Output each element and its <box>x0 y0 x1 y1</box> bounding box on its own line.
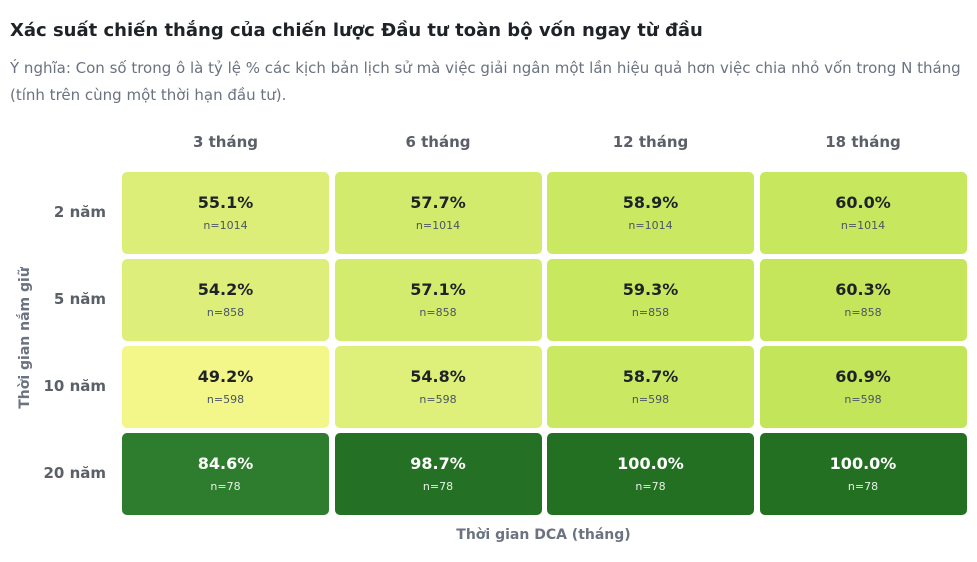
heatmap-cell: 98.7% n=78 <box>334 433 542 515</box>
cell-value: 59.3% <box>622 280 679 299</box>
cell-sample-size: n=78 <box>847 480 879 493</box>
cell-sample-size: n=598 <box>844 393 882 406</box>
x-axis-label: Thời gian DCA (tháng) <box>456 527 631 543</box>
cell-value: 60.3% <box>835 280 891 299</box>
row-header: 10 năm <box>43 377 106 395</box>
heatmap-cell: 57.7% n=1014 <box>334 172 542 254</box>
y-axis-label: Thời gian nắm giữ <box>17 267 33 409</box>
cell-value: 49.2% <box>197 367 254 386</box>
cell-sample-size: n=598 <box>631 393 670 406</box>
cell-sample-size: n=1014 <box>628 219 673 232</box>
column-header: 18 tháng <box>825 133 901 151</box>
heatmap-cell: 60.9% n=598 <box>759 346 967 428</box>
cell-value: 84.6% <box>197 454 254 473</box>
cell-sample-size: n=858 <box>844 306 882 319</box>
cell-value: 58.9% <box>622 193 679 212</box>
cell-sample-size: n=78 <box>210 480 241 493</box>
cell-value: 58.7% <box>622 367 679 386</box>
cell-value: 100.0% <box>829 454 897 473</box>
cell-value: 60.0% <box>835 193 891 212</box>
cell-value: 57.7% <box>410 193 466 212</box>
cell-value: 57.1% <box>410 280 466 299</box>
column-header: 6 tháng <box>405 133 471 151</box>
heatmap-cell: 58.9% n=1014 <box>547 172 754 254</box>
cell-sample-size: n=858 <box>631 306 670 319</box>
cell-sample-size: n=858 <box>419 306 457 319</box>
heatmap-cell: 58.7% n=598 <box>547 346 754 428</box>
chart-subtitle: Ý nghĩa: Con số trong ô là tỷ lệ % các k… <box>10 59 961 104</box>
cell-sample-size: n=78 <box>422 480 454 493</box>
column-header: 12 tháng <box>612 133 689 151</box>
cell-sample-size: n=598 <box>206 393 245 406</box>
row-header: 20 năm <box>43 464 106 482</box>
heatmap-cell: 100.0% n=78 <box>759 433 967 515</box>
row-header: 2 năm <box>53 203 106 221</box>
heatmap-cell: 49.2% n=598 <box>122 346 329 428</box>
cell-sample-size: n=1014 <box>415 219 461 232</box>
heatmap-cell: 54.2% n=858 <box>122 259 329 341</box>
column-header: 3 tháng <box>192 133 259 151</box>
cell-value: 60.9% <box>835 367 891 386</box>
cell-value: 98.7% <box>410 454 466 473</box>
heatmap-cell: 57.1% n=858 <box>334 259 542 341</box>
heatmap-cell: 55.1% n=1014 <box>122 172 329 254</box>
heatmap-cell: 54.8% n=598 <box>334 346 542 428</box>
heatmap-cell: 84.6% n=78 <box>122 433 329 515</box>
cell-sample-size: n=1014 <box>203 219 248 232</box>
cell-sample-size: n=78 <box>635 480 666 493</box>
cell-value: 55.1% <box>197 193 254 212</box>
cell-value: 54.8% <box>410 367 466 386</box>
cell-value: 100.0% <box>617 454 684 473</box>
cell-sample-size: n=1014 <box>840 219 886 232</box>
cell-value: 54.2% <box>197 280 254 299</box>
heatmap-cell: 60.3% n=858 <box>759 259 967 341</box>
chart-title: Xác suất chiến thắng của chiến lược Đầu … <box>10 20 703 41</box>
heatmap-cell: 100.0% n=78 <box>547 433 754 515</box>
cell-sample-size: n=598 <box>419 393 457 406</box>
row-header: 5 năm <box>53 290 106 308</box>
heatmap-cell: 60.0% n=1014 <box>759 172 967 254</box>
heatmap-cell: 59.3% n=858 <box>547 259 754 341</box>
cell-sample-size: n=858 <box>206 306 245 319</box>
